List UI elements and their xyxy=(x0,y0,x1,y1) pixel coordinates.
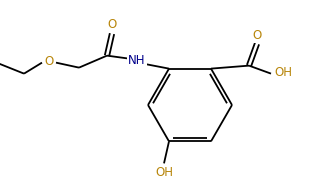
Text: O: O xyxy=(108,18,116,31)
Text: OH: OH xyxy=(274,66,292,79)
Text: NH: NH xyxy=(128,54,146,67)
Text: O: O xyxy=(44,55,54,68)
Text: OH: OH xyxy=(155,166,173,179)
Text: O: O xyxy=(252,29,262,42)
